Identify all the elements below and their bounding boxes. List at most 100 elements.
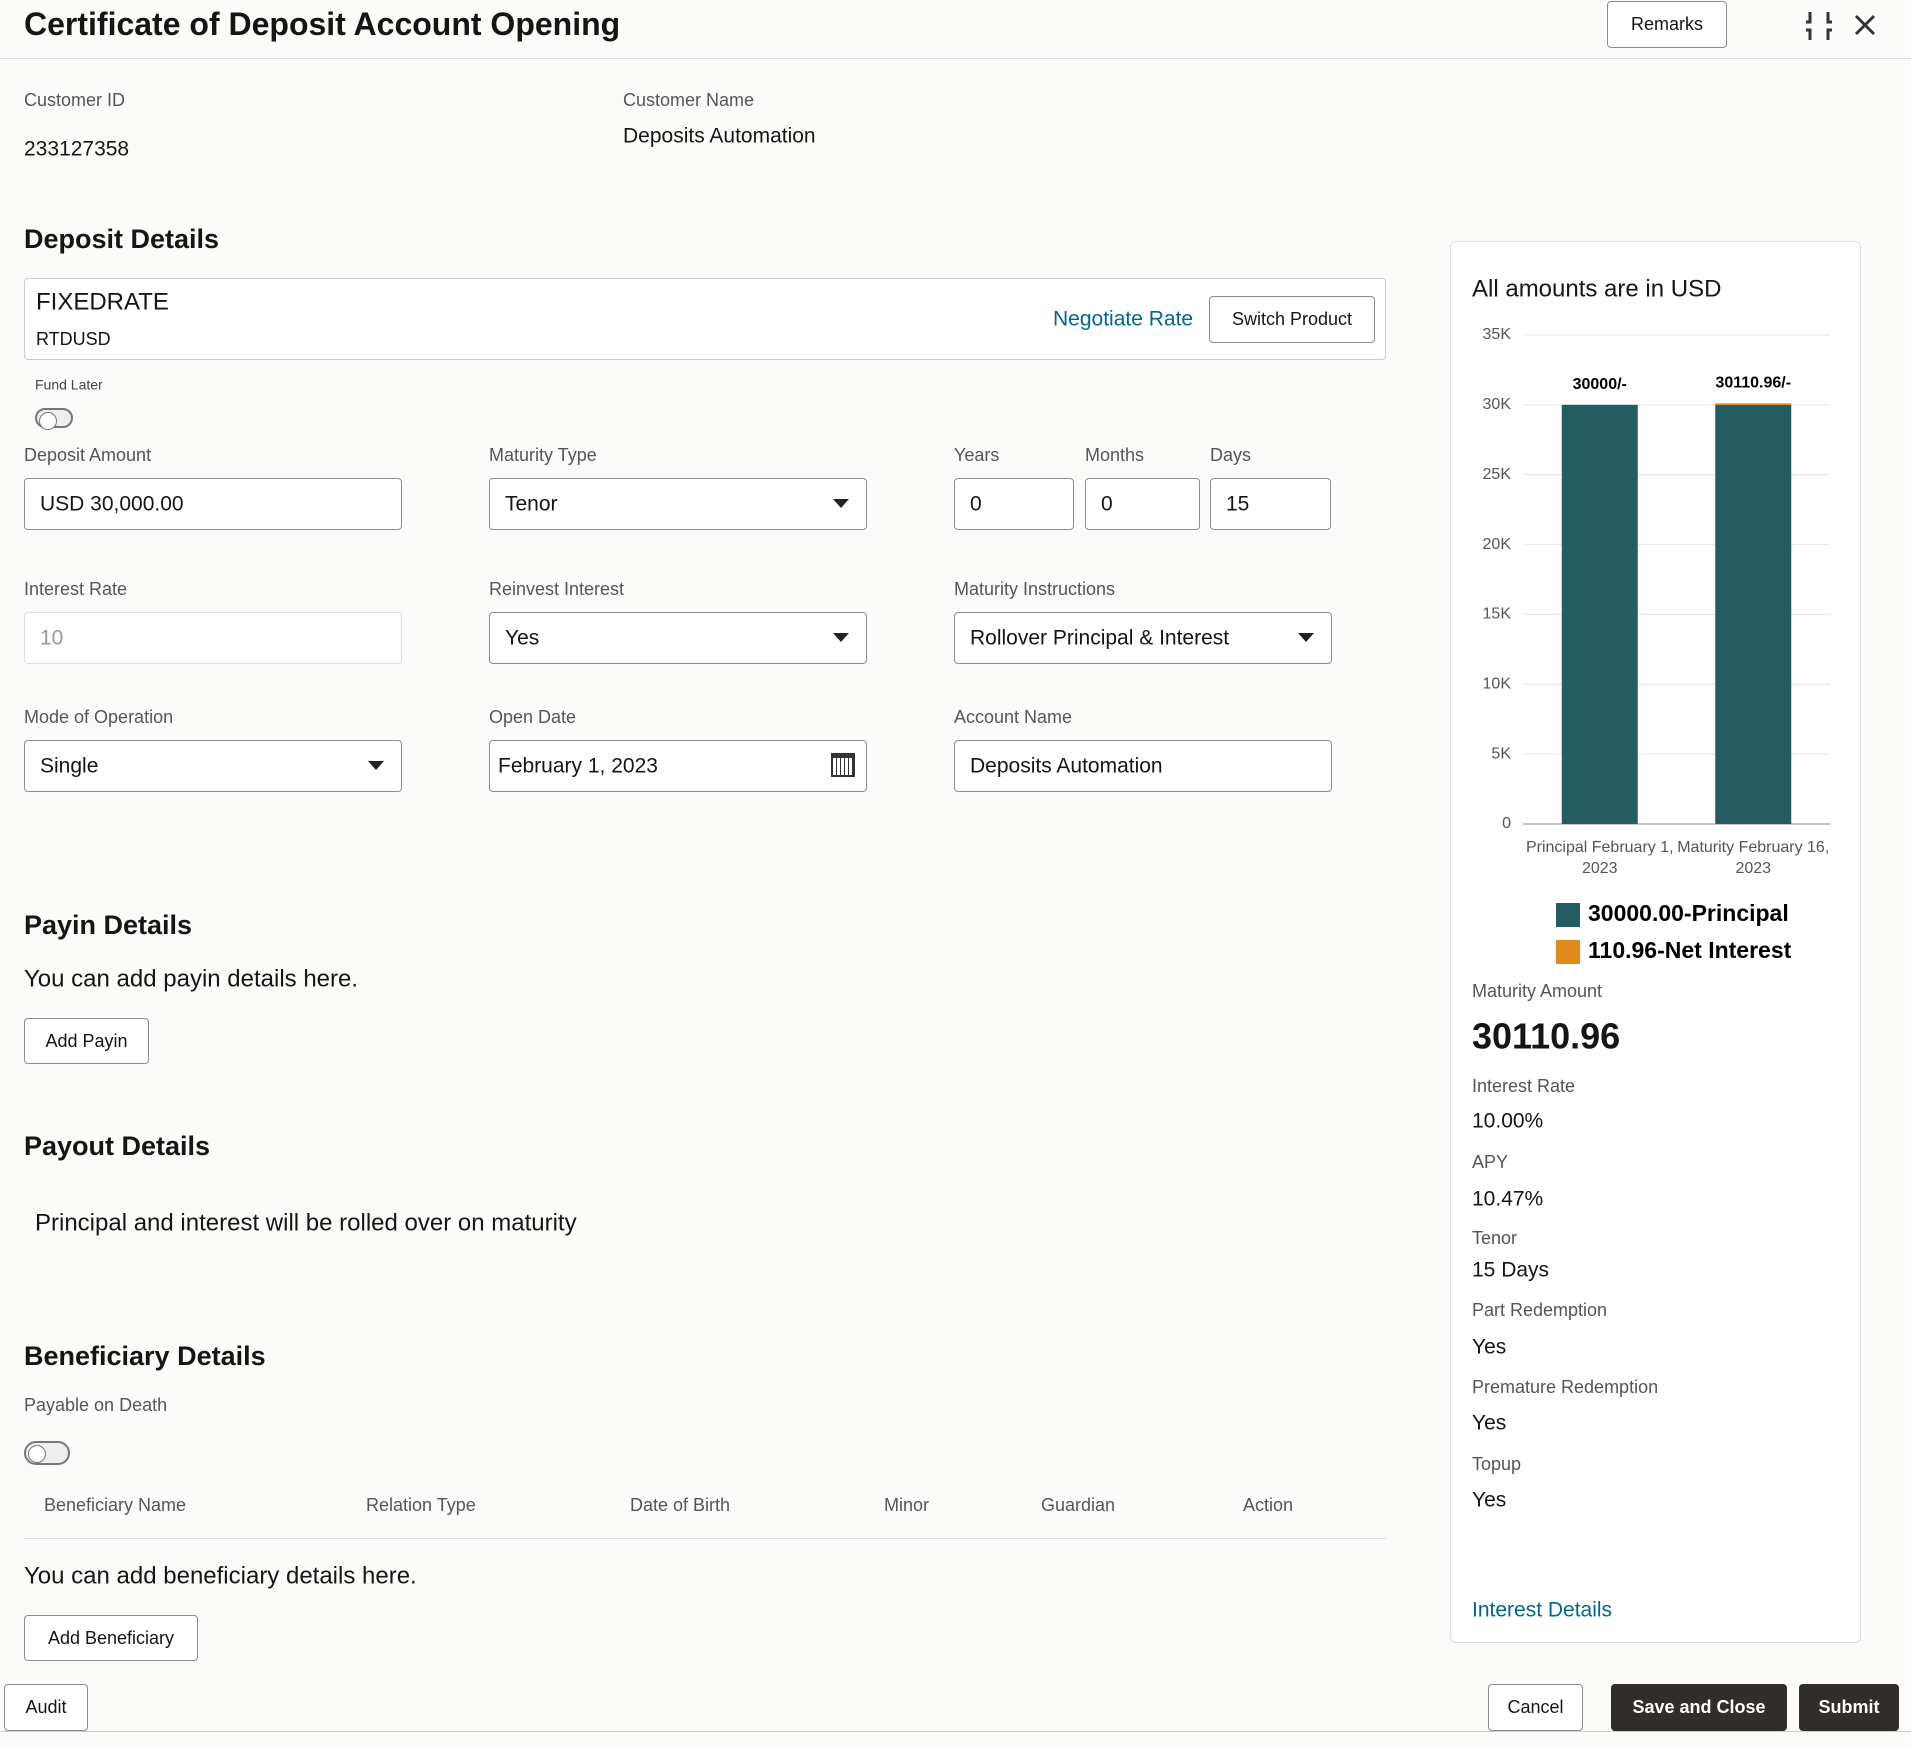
save-close-button[interactable]: Save and Close xyxy=(1611,1684,1787,1731)
field-label: Interest Rate xyxy=(24,579,128,600)
input-box[interactable] xyxy=(24,740,402,792)
column-header: Minor xyxy=(884,1495,930,1516)
field-label: Reinvest Interest xyxy=(489,579,625,600)
column-header: Beneficiary Name xyxy=(44,1495,187,1516)
field-label: Maturity Instructions xyxy=(954,579,1116,600)
input-value: Deposits Automation xyxy=(970,754,1163,778)
legend-swatch xyxy=(1556,903,1580,927)
bar-segment xyxy=(1715,404,1792,824)
add-payin-button[interactable]: Add Payin xyxy=(24,1018,149,1064)
y-tick-label: 15K xyxy=(1483,606,1512,623)
product-code: RTDUSD xyxy=(36,329,111,350)
summary-label: Part Redemption xyxy=(1472,1300,1608,1321)
input-box[interactable] xyxy=(489,612,867,664)
bar-total-label: 30000/- xyxy=(1573,376,1627,393)
interest-details-link[interactable]: Interest Details xyxy=(1472,1598,1613,1622)
calendar-icon[interactable] xyxy=(831,753,855,777)
summary-label: Premature Redemption xyxy=(1472,1377,1659,1398)
field-label: Customer ID xyxy=(24,90,126,111)
submit-button[interactable]: Submit xyxy=(1799,1684,1899,1731)
input-value: February 1, 2023 xyxy=(498,754,658,778)
cancel-button[interactable]: Cancel xyxy=(1488,1684,1583,1731)
summary-value: Yes xyxy=(1472,1411,1507,1435)
field-label: Mode of Operation xyxy=(24,707,174,728)
input-value: 0 xyxy=(1101,492,1113,516)
summary-value: Yes xyxy=(1472,1488,1507,1512)
input-value: 10 xyxy=(40,626,64,650)
bar-segment xyxy=(1715,403,1792,405)
column-header: Guardian xyxy=(1041,1495,1116,1516)
input-box[interactable] xyxy=(954,740,1332,792)
input-value: Rollover Principal & Interest xyxy=(970,626,1230,650)
input-box xyxy=(24,612,402,664)
dropdown-arrow[interactable] xyxy=(833,633,849,642)
y-tick-label: 30K xyxy=(1483,396,1512,413)
field-label: Account Name xyxy=(954,707,1073,728)
audit-button[interactable]: Audit xyxy=(4,1684,88,1731)
column-header: Date of Birth xyxy=(630,1495,731,1516)
page-title: Certificate of Deposit Account Opening xyxy=(24,5,621,42)
field-label: Deposit Amount xyxy=(24,445,152,466)
x-tick-label: Maturity February 16, xyxy=(1677,839,1829,856)
input-value: 0 xyxy=(970,492,982,516)
summary-value: 10.47% xyxy=(1472,1187,1544,1211)
customer-name: Deposits Automation xyxy=(623,124,816,148)
legend-swatch xyxy=(1556,940,1580,964)
summary-label: Maturity Amount xyxy=(1472,981,1603,1002)
section-title: Payin Details xyxy=(24,909,193,940)
remarks-button[interactable]: Remarks xyxy=(1607,1,1727,48)
table-divider xyxy=(24,1538,1386,1539)
input-box[interactable] xyxy=(954,612,1332,664)
y-tick-label: 25K xyxy=(1483,466,1512,483)
field-label: Years xyxy=(954,445,1000,466)
input-box[interactable] xyxy=(24,478,402,530)
bar-segment xyxy=(1561,404,1638,824)
field-label: Payable on Death xyxy=(24,1395,168,1416)
x-tick-label: 2023 xyxy=(1735,860,1771,877)
dropdown-arrow[interactable] xyxy=(833,499,849,508)
input-box[interactable] xyxy=(954,478,1074,530)
input-value: Yes xyxy=(505,626,540,650)
customer-id: 233127358 xyxy=(24,137,130,161)
dropdown-arrow[interactable] xyxy=(368,761,384,770)
payout-text: Principal and interest will be rolled ov… xyxy=(35,1209,577,1237)
column-header: Action xyxy=(1243,1495,1294,1516)
switch-product-button[interactable]: Switch Product xyxy=(1209,296,1375,343)
summary-label: Topup xyxy=(1472,1454,1522,1475)
input-box[interactable] xyxy=(1210,478,1331,530)
field-label: Open Date xyxy=(489,707,577,728)
input-box[interactable] xyxy=(489,740,867,792)
bar-total-label: 30110.96/- xyxy=(1715,374,1791,391)
summary-label: Tenor xyxy=(1472,1228,1518,1249)
header-divider xyxy=(0,58,1911,59)
window-icons[interactable] xyxy=(1800,8,1880,44)
payable-on-death-toggle[interactable] xyxy=(24,1441,70,1465)
y-tick-label: 10K xyxy=(1483,676,1512,693)
summary-value: 15 Days xyxy=(1472,1258,1550,1282)
input-value: 15 xyxy=(1226,492,1250,516)
summary-label: Interest Rate xyxy=(1472,1076,1576,1097)
negotiate-rate-link[interactable]: Negotiate Rate xyxy=(1053,307,1194,331)
dropdown-arrow[interactable] xyxy=(1298,633,1314,642)
legend-label: 110.96-Net Interest xyxy=(1588,937,1792,963)
summary-label: APY xyxy=(1472,1152,1509,1173)
summary-value: Yes xyxy=(1472,1335,1507,1359)
y-tick-label: 20K xyxy=(1483,536,1512,553)
add-beneficiary-button[interactable]: Add Beneficiary xyxy=(24,1615,198,1661)
field-label: Fund Later xyxy=(35,376,103,393)
column-header: Relation Type xyxy=(366,1495,476,1516)
fund-later-toggle[interactable] xyxy=(35,408,73,430)
input-box[interactable] xyxy=(1085,478,1200,530)
summary-value: 10.00% xyxy=(1472,1109,1544,1133)
input-value: Tenor xyxy=(505,492,558,516)
summary-note: All amounts are in USD xyxy=(1472,275,1722,303)
beneficiary-text: You can add beneficiary details here. xyxy=(24,1562,417,1590)
y-tick-label: 35K xyxy=(1483,326,1512,343)
field-label: Maturity Type xyxy=(489,445,597,466)
legend-label: 30000.00-Principal xyxy=(1588,900,1789,926)
input-value: USD 30,000.00 xyxy=(40,492,184,516)
input-box[interactable] xyxy=(489,478,867,530)
field-label: Customer Name xyxy=(623,90,755,111)
